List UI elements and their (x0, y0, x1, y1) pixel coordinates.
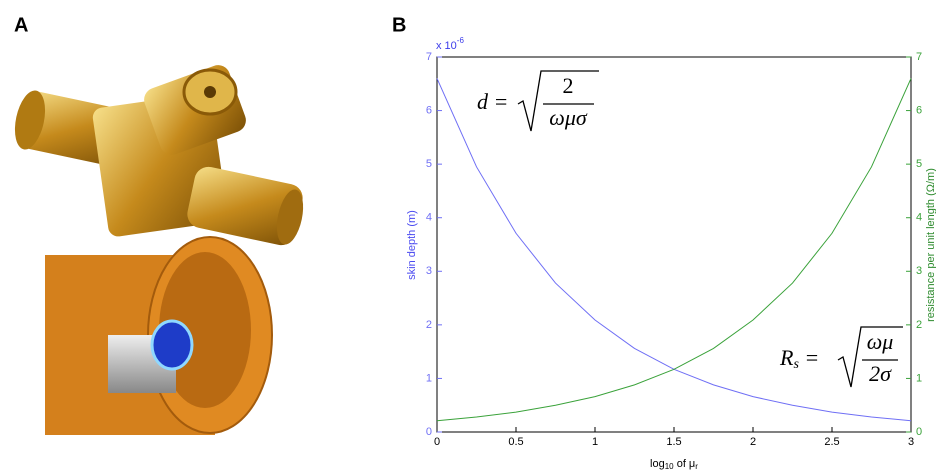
y2-tick-label: 1 (916, 372, 922, 384)
x-axis-label: log10 of μr (650, 458, 698, 471)
y2-tick-label: 7 (916, 51, 922, 63)
eq-sub: s (793, 357, 799, 372)
x-tick-label: 1.5 (666, 436, 681, 448)
equation: Rs = ωμ 2σ (779, 326, 903, 388)
y-tick-label: 0 (426, 426, 432, 438)
x-label-part: of μ (674, 458, 696, 470)
x-tick-label: 2 (750, 436, 756, 448)
chart: x 10-6 skin depth (m) resistance per uni… (406, 36, 936, 471)
y2-tick-label: 0 (916, 426, 922, 438)
x-tick-label: 0 (434, 436, 440, 448)
multiplier-exponent: -6 (457, 36, 465, 45)
y2-tick-label: 2 (916, 319, 922, 331)
y-tick-label: 6 (426, 104, 432, 116)
x-label-part: log (650, 458, 665, 470)
equation-numerator: ωμ (867, 329, 894, 354)
y-axis-label: skin depth (m) (406, 210, 418, 280)
y-tick-label: 2 (426, 319, 432, 331)
equation-numerator: 2 (563, 73, 574, 98)
y2-tick-label: 4 (916, 212, 922, 224)
x-label-sub: r (695, 462, 698, 471)
equation-lhs: Rs = (779, 345, 819, 372)
panel-label: A (14, 14, 28, 36)
y-tick-label: 4 (426, 212, 432, 224)
y-tick-label: 1 (426, 372, 432, 384)
x-tick-label: 1 (592, 436, 598, 448)
x-label-sub: 10 (665, 462, 674, 471)
y-tick-label: 3 (426, 265, 432, 277)
multiplier-base: x 10 (436, 40, 457, 52)
x-tick-label: 2.5 (824, 436, 839, 448)
y-tick-label: 5 (426, 158, 432, 170)
panel-label: B (392, 14, 406, 36)
y2-tick-label: 5 (916, 158, 922, 170)
equation: d = 2 ωμσ (477, 70, 599, 132)
y2-tick-label: 3 (916, 265, 922, 277)
eq-part: R (779, 345, 794, 370)
y2-axis-label: resistance per unit length (Ω/m) (925, 168, 936, 322)
y2-tick-label: 6 (916, 104, 922, 116)
axis-multiplier: x 10-6 (436, 36, 464, 52)
equation-lhs: d = (477, 89, 508, 114)
x-tick-label: 0.5 (508, 436, 523, 448)
data-line (436, 78, 912, 422)
connector-image (14, 65, 304, 246)
coax-image (45, 236, 273, 435)
y-tick-label: 7 (426, 51, 432, 63)
x-tick-label: 3 (908, 436, 914, 448)
equation-denominator: ωμσ (549, 105, 588, 130)
eq-part: = (799, 345, 819, 370)
equation-denominator: 2σ (869, 361, 892, 386)
